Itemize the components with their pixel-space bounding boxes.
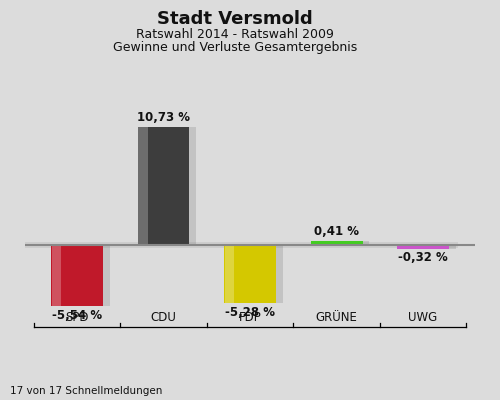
Bar xyxy=(138,127,190,245)
Text: FDP: FDP xyxy=(238,311,262,324)
Text: 0,41 %: 0,41 % xyxy=(314,225,359,238)
Text: Ratswahl 2014 - Ratswahl 2009: Ratswahl 2014 - Ratswahl 2009 xyxy=(136,28,334,41)
Bar xyxy=(138,127,147,245)
Text: 17 von 17 Schnellmeldungen: 17 von 17 Schnellmeldungen xyxy=(10,386,162,396)
Text: GRÜNE: GRÜNE xyxy=(316,311,358,324)
Text: -5,28 %: -5,28 % xyxy=(225,306,275,319)
Bar xyxy=(52,245,61,306)
Bar xyxy=(231,245,283,304)
Text: 10,73 %: 10,73 % xyxy=(137,111,190,124)
Bar xyxy=(318,241,370,245)
Bar xyxy=(397,245,449,249)
Text: -5,54 %: -5,54 % xyxy=(52,309,102,322)
Bar xyxy=(225,245,234,304)
Text: -0,32 %: -0,32 % xyxy=(398,252,448,264)
Bar xyxy=(404,245,456,249)
Bar xyxy=(224,245,276,304)
Text: Gewinne und Verluste Gesamtergebnis: Gewinne und Verluste Gesamtergebnis xyxy=(113,41,357,54)
Bar xyxy=(58,245,110,306)
Bar xyxy=(144,127,197,245)
Bar xyxy=(310,241,362,245)
Text: UWG: UWG xyxy=(408,311,438,324)
Text: Stadt Versmold: Stadt Versmold xyxy=(157,10,313,28)
Bar xyxy=(51,245,103,306)
Text: CDU: CDU xyxy=(150,311,176,324)
Text: SPD: SPD xyxy=(65,311,88,324)
FancyBboxPatch shape xyxy=(25,242,458,248)
